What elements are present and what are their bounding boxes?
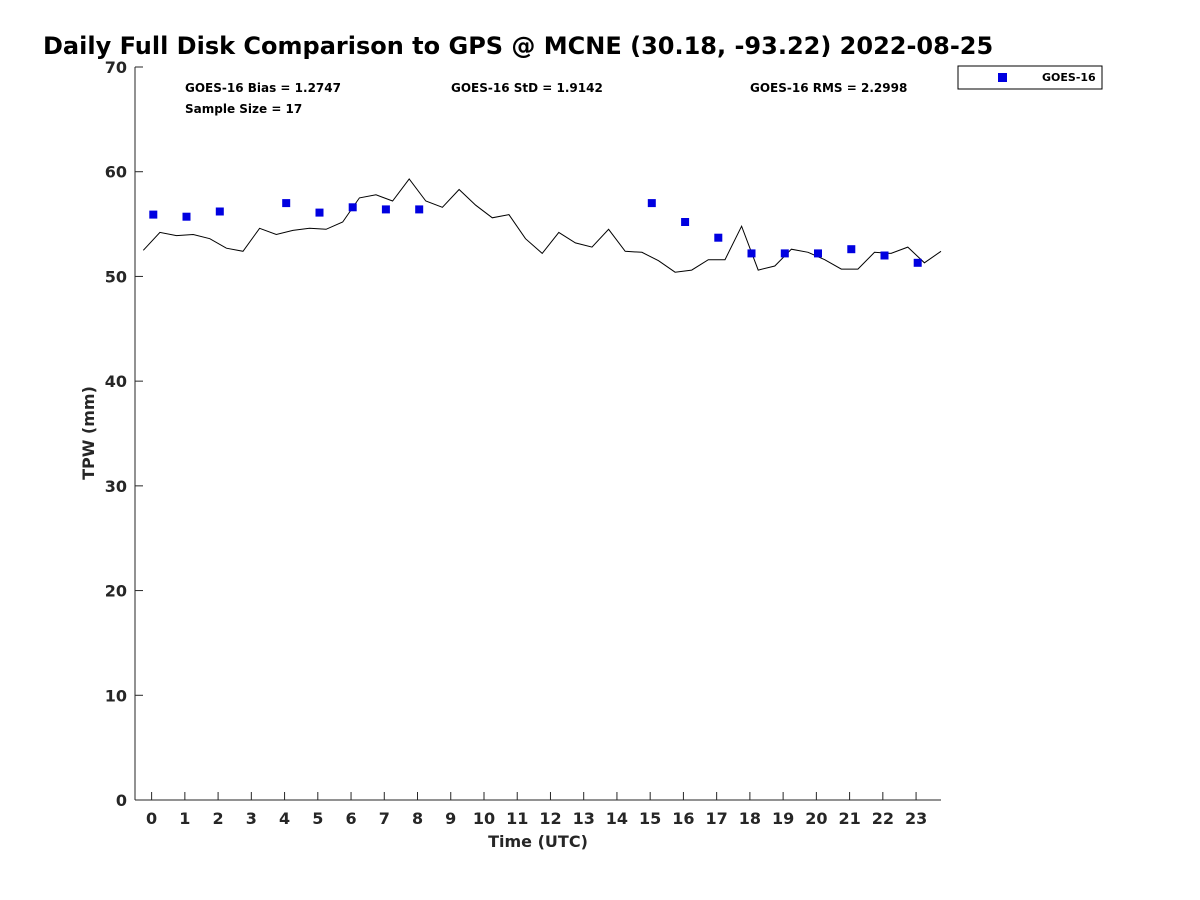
goes16-point <box>814 249 822 258</box>
x-tick-label: 15 <box>639 809 661 828</box>
x-axis-label: Time (UTC) <box>488 832 588 851</box>
gps-tpw-line <box>142 178 942 273</box>
x-tick-label: 13 <box>573 809 595 828</box>
x-tick-label: 17 <box>706 809 728 828</box>
goes16-point <box>282 199 291 208</box>
legend-label: GOES-16 <box>1042 71 1096 84</box>
x-tick-label: 12 <box>539 809 561 828</box>
y-ticks: 0 10 20 30 40 50 60 70 <box>105 58 143 810</box>
x-tick-label: 11 <box>506 809 528 828</box>
x-tick-label: 14 <box>606 809 628 828</box>
x-tick-label: 10 <box>473 809 495 828</box>
y-tick-label: 50 <box>105 267 127 286</box>
x-tick-label: 2 <box>213 809 224 828</box>
bias-stat: GOES-16 Bias = 1.2747 <box>185 81 341 95</box>
goes16-point <box>647 199 656 208</box>
goes16-point <box>913 258 922 267</box>
x-tick-label: 20 <box>805 809 827 828</box>
y-tick-label: 0 <box>116 791 127 810</box>
x-tick-label: 0 <box>146 809 157 828</box>
goes16-point <box>714 233 723 242</box>
std-stat: GOES-16 StD = 1.9142 <box>451 81 603 95</box>
goes16-point <box>149 210 158 219</box>
x-tick-label: 19 <box>772 809 794 828</box>
y-tick-label: 70 <box>105 58 127 77</box>
x-ticks: 0 1 2 3 4 5 6 7 8 9 10 11 12 13 14 15 16 17 18 19 20 21 22 23 <box>146 792 927 828</box>
sample-size-stat: Sample Size = 17 <box>185 102 302 116</box>
y-tick-label: 10 <box>105 686 127 705</box>
y-tick-label: 40 <box>105 372 127 391</box>
goes16-point <box>315 208 324 217</box>
goes16-markers <box>149 199 922 267</box>
goes16-point <box>847 245 856 254</box>
axes <box>134 67 941 801</box>
goes16-point <box>880 251 889 260</box>
y-tick-label: 30 <box>105 477 127 496</box>
x-tick-label: 1 <box>179 809 190 828</box>
goes16-point <box>348 203 357 212</box>
y-axis-label: TPW (mm) <box>79 386 98 480</box>
goes16-point <box>681 218 690 226</box>
x-tick-label: 7 <box>379 809 390 828</box>
x-tick-label: 9 <box>445 809 456 828</box>
x-tick-label: 21 <box>838 809 860 828</box>
x-tick-label: 18 <box>739 809 761 828</box>
x-tick-label: 4 <box>279 809 290 828</box>
y-tick-label: 20 <box>105 582 127 601</box>
x-tick-label: 8 <box>412 809 423 828</box>
legend-marker <box>998 73 1007 82</box>
x-tick-label: 16 <box>672 809 694 828</box>
goes16-point <box>415 205 424 214</box>
rms-stat: GOES-16 RMS = 2.2998 <box>750 81 907 95</box>
x-tick-label: 5 <box>312 809 323 828</box>
x-tick-label: 3 <box>246 809 257 828</box>
x-tick-label: 23 <box>905 809 927 828</box>
x-tick-label: 6 <box>345 809 356 828</box>
x-tick-label: 22 <box>872 809 894 828</box>
legend-box <box>957 65 1103 90</box>
legend: GOES-16 <box>957 65 1103 90</box>
goes16-point <box>182 212 191 221</box>
chart-title: Daily Full Disk Comparison to GPS @ MCNE… <box>43 32 993 60</box>
goes16-point <box>780 249 789 258</box>
goes16-point <box>747 249 756 258</box>
goes16-point <box>381 205 390 214</box>
goes16-point <box>215 207 224 216</box>
y-tick-label: 60 <box>105 163 127 182</box>
